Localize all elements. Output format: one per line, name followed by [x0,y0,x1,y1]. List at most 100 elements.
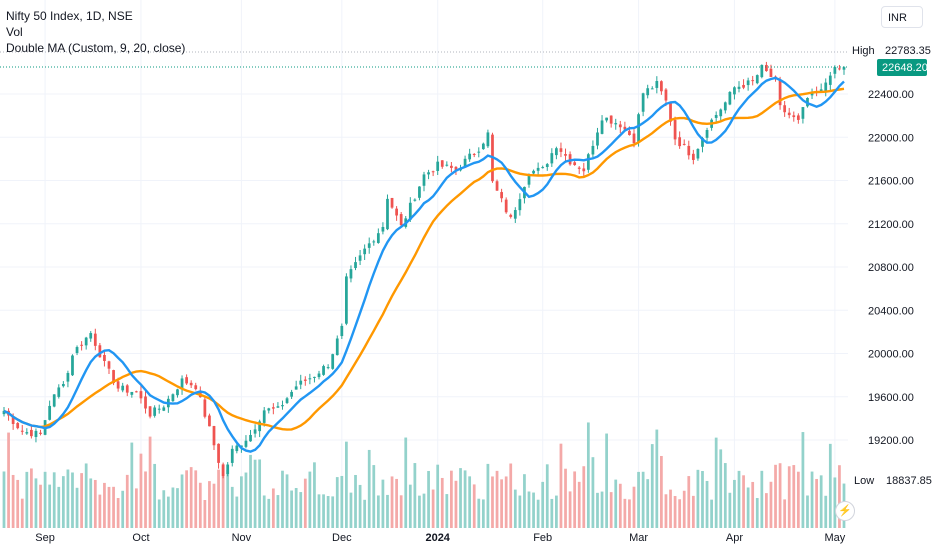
candle-body [208,415,211,427]
candle-body [418,186,421,198]
candle-body [194,385,198,390]
volume-bar [445,494,449,528]
volume-bar [495,470,499,528]
candle-body [221,464,225,476]
candle-body [682,143,686,145]
candle-body [545,164,549,167]
volume-bar [673,496,677,528]
volume-bar [555,495,558,528]
symbol-title[interactable]: Nifty 50 Index, 1D, NSE [6,9,133,23]
volume-legend[interactable]: Vol [6,25,23,39]
volume-bar [701,470,704,528]
volume-bar [281,470,284,528]
volume-bar [769,481,773,528]
price-tick-label: 20000.00 [868,349,914,361]
volume-bar [609,492,613,528]
candle-body [39,432,42,434]
candle-body [719,109,723,117]
candle-body [71,355,74,376]
price-tick-label: 21600.00 [868,176,914,188]
candle-body [93,333,97,346]
candle-body [84,337,88,346]
candle-body [573,162,577,166]
time-tick-label: Feb [533,532,552,544]
volume-bar [573,471,577,528]
volume-bar [221,465,225,528]
volume-bar [367,449,371,528]
volume-bar [504,476,508,528]
high-marker: High 22783.35 [852,45,931,57]
candle-body [258,421,262,432]
candle-body [57,387,61,397]
volume-bar [34,478,38,528]
volume-bar [372,465,376,528]
volume-bar [390,476,394,528]
volume-bar [308,471,312,528]
candle-body [445,164,449,166]
volume-bar [52,472,56,528]
candle-body [796,115,800,120]
candle-body [504,199,508,213]
candle-body [586,154,590,170]
volume-bar [408,484,412,528]
indicator-legend[interactable]: Double MA (Custom, 9, 20, close) [6,41,186,55]
volume-bar [349,492,353,528]
candle-body [646,88,650,96]
candle-body [509,214,513,217]
volume-bar [618,483,622,528]
price-axis[interactable]: 22400.00 22000.00 21600.00 21200.00 20800.00… [868,89,914,447]
candle-body [687,145,691,156]
volume-bar [66,469,70,528]
volume-bar [477,498,481,528]
candle-body [386,198,389,230]
svg-text:22648.20: 22648.20 [882,62,928,74]
volume-bar [468,476,472,528]
time-axis[interactable]: Sep Oct Nov Dec 2024 Feb Mar Apr May [35,532,845,544]
candle-body [322,366,325,375]
volume-bar [682,490,686,528]
volume-bar [600,491,604,528]
candle-body [755,75,759,84]
candle-body [52,394,56,407]
candle-body [61,384,65,387]
candle-body [596,132,599,146]
volume-bar [253,459,257,528]
currency-selector[interactable]: INR [881,6,923,28]
candle-body [541,167,545,169]
volume-bar [719,449,723,528]
candle-body [500,192,503,199]
volume-bar [395,478,398,528]
candle-body [728,92,732,105]
svg-text:22783.35: 22783.35 [885,45,931,57]
volume-bar [271,488,275,528]
candle-body [66,372,70,382]
volume-bar [212,483,216,528]
volume-bar [194,470,198,528]
grid-lines [0,0,848,528]
candle-body [518,199,522,211]
candle-body [349,269,353,279]
candle-body [623,126,627,130]
candle-body [701,138,704,147]
candle-body [765,64,768,72]
candle-body [472,154,476,156]
candle-body [605,117,608,121]
flash-icon[interactable]: ⚡ [835,501,855,521]
candle-body [335,338,339,356]
volume-bar [30,468,33,528]
volume-bar [303,478,307,528]
candle-body [390,197,394,208]
volume-bar [545,464,549,528]
volume-bar [48,484,52,528]
volume-bar [660,455,663,528]
volume-bar [796,471,800,528]
volume-bar [760,470,764,528]
volume-bar [25,471,29,528]
candle-body [555,148,558,156]
candle-body [139,391,143,399]
candle-body [408,202,412,220]
volume-bar [235,496,239,528]
volume-bar [11,474,15,528]
candle-body [618,124,622,128]
